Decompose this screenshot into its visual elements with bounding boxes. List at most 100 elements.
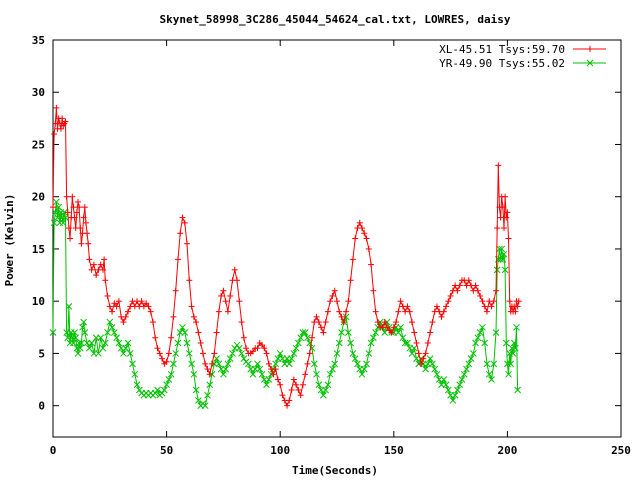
data-point-xl <box>365 245 372 252</box>
data-point-xl <box>340 319 347 326</box>
data-point-yr <box>158 389 166 397</box>
data-point-xl <box>213 329 220 336</box>
data-point-xl <box>122 313 129 320</box>
data-point-xl <box>284 402 291 409</box>
data-point-yr <box>315 381 323 389</box>
data-point-xl <box>297 392 304 399</box>
data-point-xl <box>236 298 243 305</box>
data-point-yr <box>456 381 464 389</box>
data-point-yr <box>81 329 89 336</box>
data-point-yr <box>313 370 320 378</box>
data-point-yr <box>467 355 475 362</box>
data-point-yr <box>165 376 173 383</box>
data-point-yr <box>326 370 334 378</box>
data-point-yr <box>254 360 261 368</box>
data-point-yr <box>222 365 230 373</box>
data-point-xl <box>78 240 85 247</box>
data-point-yr <box>498 245 506 253</box>
data-point-xl <box>472 282 479 289</box>
data-point-yr <box>258 370 266 378</box>
data-point-yr <box>220 370 227 378</box>
data-point-yr <box>195 397 202 404</box>
data-point-xl <box>206 371 213 378</box>
data-point-xl <box>370 287 377 294</box>
data-point-xl <box>490 298 497 305</box>
data-point-yr <box>101 339 109 347</box>
data-point-xl <box>101 256 108 263</box>
data-point-xl <box>288 386 295 393</box>
data-point-xl <box>404 303 411 310</box>
data-point-yr <box>204 391 211 399</box>
data-point-yr <box>367 339 375 347</box>
data-point-xl <box>272 366 279 373</box>
data-point-xl <box>277 381 284 388</box>
data-point-xl <box>456 282 463 289</box>
data-point-xl <box>85 240 92 247</box>
data-point-xl <box>497 214 504 221</box>
data-point-xl <box>408 319 415 326</box>
data-point-yr <box>511 344 519 352</box>
data-point-yr <box>451 391 459 399</box>
data-point-xl <box>413 339 420 346</box>
data-point-xl <box>261 345 268 352</box>
data-point-xl <box>190 313 197 320</box>
data-point-xl <box>159 355 166 362</box>
data-point-xl <box>57 125 64 132</box>
data-point-xl <box>263 350 270 357</box>
data-point-xl <box>481 303 488 310</box>
data-point-xl <box>195 329 202 336</box>
series-yr <box>49 198 521 410</box>
data-point-xl <box>186 277 193 284</box>
data-point-yr <box>502 339 510 347</box>
data-point-yr <box>345 329 352 336</box>
data-point-xl <box>290 376 297 383</box>
data-point-yr <box>151 389 159 397</box>
data-point-yr <box>179 323 186 331</box>
data-point-yr <box>333 350 341 357</box>
data-point-xl <box>259 342 266 349</box>
data-point-yr <box>465 360 473 368</box>
data-point-yr <box>501 266 509 274</box>
data-point-xl <box>224 308 231 315</box>
data-point-yr <box>483 360 491 368</box>
data-point-xl <box>86 256 93 263</box>
data-point-xl <box>329 292 336 299</box>
data-point-yr <box>185 350 193 357</box>
data-point-yr <box>192 386 200 394</box>
data-point-xl <box>320 329 327 336</box>
data-point-xl <box>411 329 418 336</box>
data-point-xl <box>97 261 104 268</box>
data-point-yr <box>463 365 470 373</box>
y-tick-label: 10 <box>32 295 45 308</box>
data-point-yr <box>431 365 439 373</box>
data-point-xl <box>211 350 218 357</box>
data-point-yr <box>365 350 373 357</box>
data-point-xl <box>500 225 507 232</box>
data-point-xl <box>51 131 58 138</box>
data-point-xl <box>215 308 222 315</box>
data-point-yr <box>249 370 257 378</box>
data-point-yr <box>410 344 418 352</box>
data-point-yr <box>181 329 189 336</box>
legend-sample-xl <box>573 46 606 52</box>
data-point-yr <box>126 350 134 357</box>
data-point-xl <box>209 360 216 367</box>
data-point-yr <box>358 370 366 378</box>
data-point-xl <box>227 292 234 299</box>
data-point-yr <box>301 329 309 336</box>
data-point-xl <box>420 355 427 362</box>
data-point-yr <box>469 350 477 357</box>
data-point-yr <box>360 365 368 373</box>
data-point-xl <box>234 277 241 284</box>
data-point-xl <box>77 225 84 232</box>
data-point-yr <box>224 360 232 368</box>
data-point-yr <box>55 203 63 211</box>
data-point-yr <box>75 339 83 347</box>
data-point-yr <box>285 360 293 368</box>
data-point-yr <box>335 339 343 347</box>
data-point-xl <box>429 319 436 326</box>
data-point-yr <box>183 339 191 347</box>
data-point-xl <box>50 204 56 211</box>
data-point-yr <box>492 329 500 336</box>
data-point-yr <box>509 350 517 357</box>
